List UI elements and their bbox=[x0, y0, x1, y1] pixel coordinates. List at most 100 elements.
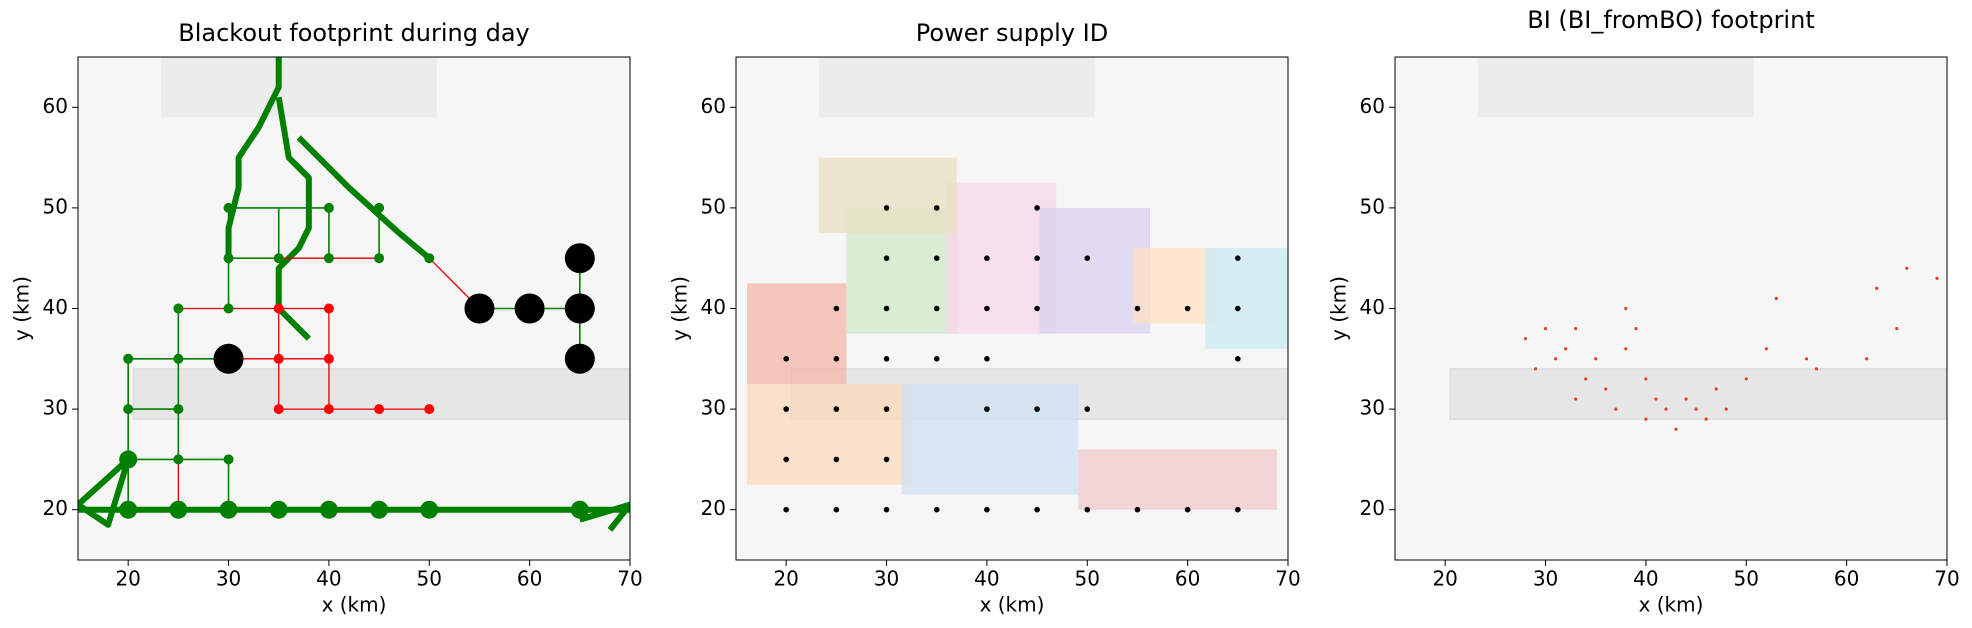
point bbox=[933, 255, 940, 261]
point bbox=[1744, 377, 1748, 381]
point bbox=[1134, 305, 1141, 312]
point bbox=[269, 500, 288, 519]
point bbox=[119, 450, 138, 469]
y-tick-label: 50 bbox=[43, 194, 68, 218]
x-tick-label: 20 bbox=[115, 567, 140, 591]
point bbox=[273, 404, 284, 415]
axes-frame bbox=[1394, 56, 1948, 561]
point bbox=[123, 404, 134, 415]
terrain bbox=[1449, 368, 1948, 420]
point bbox=[883, 356, 890, 362]
point bbox=[1624, 347, 1628, 351]
point bbox=[223, 202, 234, 213]
x-tick-label: 20 bbox=[1432, 567, 1457, 591]
point bbox=[119, 500, 138, 519]
point bbox=[1654, 397, 1658, 401]
x-tick-label: 50 bbox=[1734, 567, 1759, 591]
point bbox=[1034, 205, 1040, 211]
point bbox=[984, 356, 990, 362]
x-tick-label: 40 bbox=[1633, 567, 1658, 591]
x-axis-label: x (km) bbox=[1639, 593, 1704, 617]
point bbox=[273, 303, 284, 314]
point bbox=[424, 404, 435, 415]
point bbox=[783, 356, 789, 362]
point bbox=[223, 454, 234, 465]
y-tick-label: 40 bbox=[1360, 295, 1385, 319]
point bbox=[1523, 337, 1528, 341]
point bbox=[374, 404, 385, 415]
point bbox=[570, 500, 589, 519]
point bbox=[833, 456, 840, 463]
point bbox=[564, 243, 595, 274]
y-tick-label: 60 bbox=[701, 94, 726, 118]
point bbox=[1724, 407, 1728, 411]
supply-region bbox=[747, 383, 913, 485]
point bbox=[1604, 387, 1608, 391]
point bbox=[1774, 296, 1778, 301]
terrain bbox=[1477, 57, 1754, 118]
chart-title: Power supply ID bbox=[916, 19, 1108, 47]
point bbox=[883, 456, 890, 463]
point bbox=[1543, 327, 1548, 331]
point bbox=[933, 356, 940, 362]
point bbox=[833, 305, 840, 312]
point bbox=[424, 253, 435, 264]
point bbox=[984, 305, 990, 312]
y-tick-label: 30 bbox=[43, 396, 68, 420]
point bbox=[173, 353, 184, 364]
point bbox=[123, 353, 134, 364]
chart-title: BI (BI_fromBO) footprint bbox=[1527, 6, 1814, 34]
point bbox=[1614, 407, 1618, 411]
y-axis-label: y (km) bbox=[1327, 276, 1351, 341]
point bbox=[933, 305, 940, 312]
y-axis-label: y (km) bbox=[10, 276, 34, 341]
plot-area bbox=[78, 57, 630, 532]
x-axis-label: x (km) bbox=[980, 593, 1045, 617]
point bbox=[1034, 255, 1040, 261]
y-tick-label: 20 bbox=[701, 496, 726, 520]
y-tick-label: 20 bbox=[43, 496, 68, 520]
point bbox=[1865, 357, 1869, 361]
point bbox=[1644, 417, 1648, 421]
point bbox=[564, 293, 595, 324]
x-tick-label: 50 bbox=[417, 567, 442, 591]
point bbox=[984, 255, 990, 261]
point bbox=[1714, 387, 1718, 391]
point bbox=[1624, 306, 1628, 311]
x-tick-label: 70 bbox=[1275, 567, 1300, 591]
point bbox=[1553, 357, 1558, 361]
point bbox=[1084, 406, 1091, 412]
point bbox=[173, 404, 184, 415]
chart-title: Blackout footprint during day bbox=[178, 19, 529, 47]
point bbox=[173, 303, 184, 314]
terrain bbox=[160, 57, 437, 118]
x-tick-label: 40 bbox=[974, 567, 999, 591]
y-tick-label: 30 bbox=[1360, 396, 1385, 420]
point bbox=[933, 205, 940, 211]
plot-area bbox=[1523, 266, 1939, 431]
point bbox=[370, 500, 389, 519]
point bbox=[1814, 367, 1819, 371]
x-tick-label: 20 bbox=[773, 567, 798, 591]
point bbox=[933, 506, 940, 513]
supply-region bbox=[1205, 248, 1288, 349]
x-tick-label: 30 bbox=[1533, 567, 1558, 591]
point bbox=[783, 506, 789, 513]
x-tick-label: 50 bbox=[1075, 567, 1100, 591]
point bbox=[173, 454, 184, 465]
point bbox=[883, 305, 890, 312]
point bbox=[783, 406, 789, 412]
point bbox=[213, 343, 244, 374]
terrain bbox=[818, 57, 1095, 118]
plot-area bbox=[783, 205, 1241, 513]
point bbox=[323, 303, 334, 314]
point bbox=[1584, 377, 1588, 381]
point bbox=[1684, 397, 1688, 401]
point bbox=[323, 353, 334, 364]
supply-region bbox=[901, 383, 1079, 495]
point bbox=[1564, 347, 1568, 351]
point bbox=[1235, 356, 1241, 362]
point bbox=[1533, 367, 1538, 371]
point bbox=[323, 253, 334, 264]
supply-region bbox=[1133, 248, 1217, 324]
